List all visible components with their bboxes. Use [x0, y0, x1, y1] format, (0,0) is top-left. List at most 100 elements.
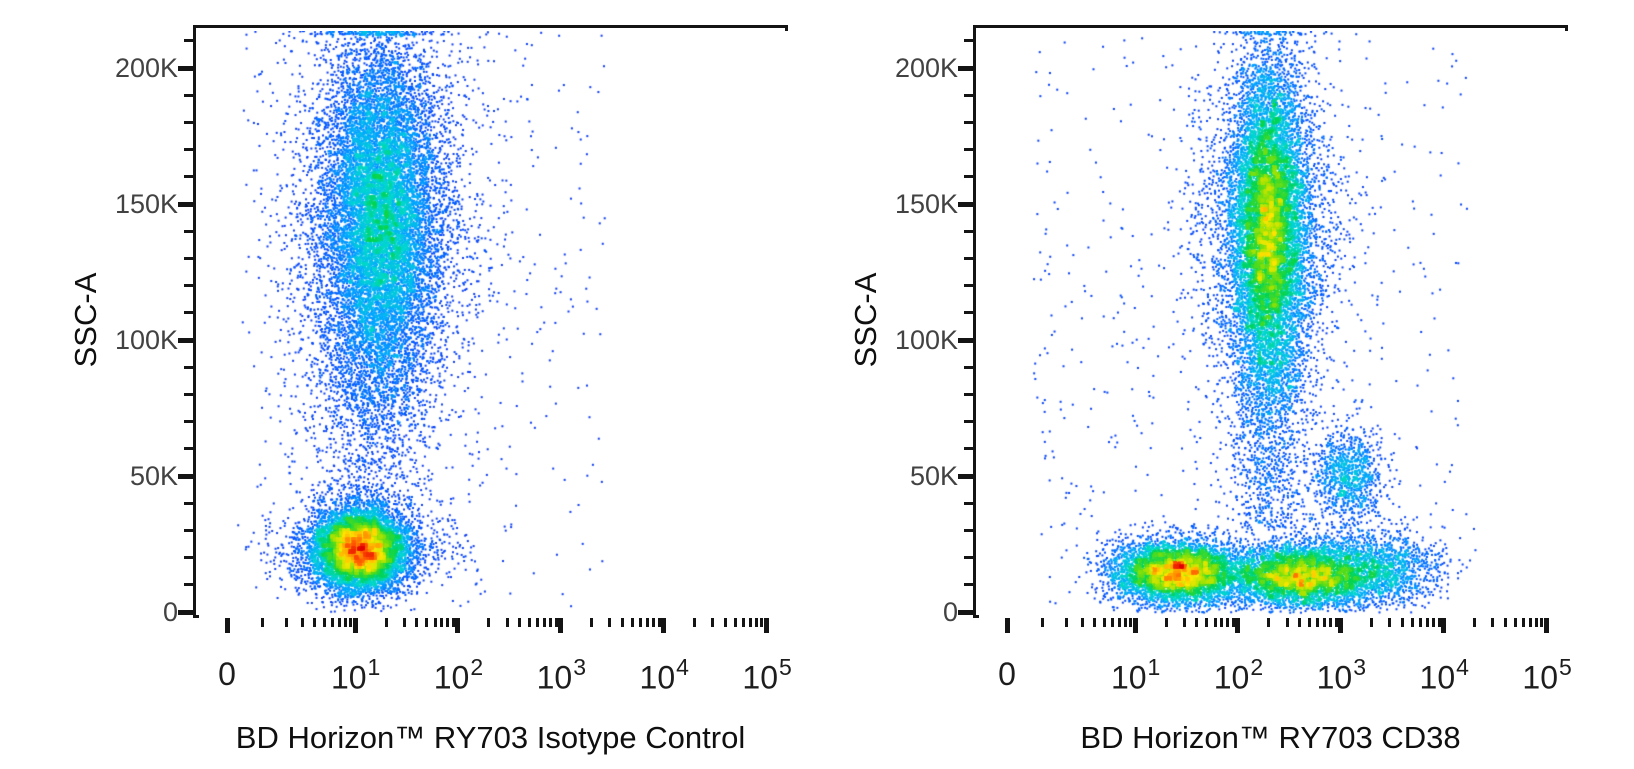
x-minor-tick	[1426, 618, 1430, 627]
x-major-tick	[1544, 618, 1550, 633]
y-minor-tick	[184, 311, 193, 315]
x-tick-base: 10	[433, 659, 470, 696]
x-minor-tick	[415, 618, 419, 627]
x-minor-tick	[1432, 618, 1436, 627]
x-tick-label: 101	[1075, 654, 1195, 697]
y-minor-tick	[184, 501, 193, 505]
y-minor-tick	[184, 447, 193, 451]
x-minor-tick	[1285, 618, 1289, 627]
x-minor-tick	[631, 618, 635, 627]
y-major-tick	[958, 337, 973, 343]
x-minor-tick	[440, 618, 444, 627]
x-major-tick	[1132, 618, 1138, 633]
y-minor-tick	[964, 392, 973, 396]
scatter-density-canvas	[199, 31, 788, 618]
y-minor-tick	[964, 256, 973, 260]
x-minor-tick	[451, 618, 455, 627]
y-minor-tick	[184, 420, 193, 424]
x-minor-tick	[1491, 618, 1495, 627]
x-minor-tick	[331, 618, 335, 627]
x-major-tick	[224, 618, 230, 633]
x-tick-base: 10	[1522, 659, 1558, 696]
x-major-tick	[1441, 618, 1447, 633]
x-tick-base: 10	[536, 659, 573, 696]
x-minor-tick	[487, 618, 491, 627]
x-minor-tick	[1213, 618, 1217, 627]
x-axis-title: BD Horizon™ RY703 CD38	[1080, 720, 1461, 755]
x-tick-base: 0	[998, 656, 1016, 692]
x-tick-label: 103	[501, 654, 621, 697]
x-minor-tick	[1522, 618, 1526, 627]
x-minor-tick	[1081, 618, 1085, 627]
y-minor-tick	[964, 583, 973, 587]
x-tick-label: 0	[167, 656, 287, 693]
x-minor-tick	[402, 618, 406, 627]
y-tick-label: 150K	[114, 189, 178, 219]
y-minor-tick	[184, 93, 193, 97]
x-minor-tick	[711, 618, 715, 627]
y-minor-tick	[964, 556, 973, 560]
x-minor-tick	[549, 618, 553, 627]
x-tick-exponent: 5	[1559, 654, 1572, 680]
x-minor-tick	[337, 618, 341, 627]
x-tick-base: 10	[1110, 659, 1147, 696]
x-minor-tick	[536, 618, 540, 627]
y-major-tick	[178, 65, 193, 71]
y-major-tick	[958, 473, 973, 479]
x-tick-exponent: 4	[676, 654, 689, 680]
x-minor-tick	[1040, 618, 1044, 627]
x-minor-tick	[284, 618, 288, 627]
x-tick-base: 0	[218, 656, 236, 692]
x-minor-tick	[1473, 618, 1477, 627]
y-tick-label: 100K	[894, 325, 958, 355]
y-minor-tick	[964, 229, 973, 233]
y-major-tick	[178, 201, 193, 207]
x-minor-tick	[1329, 618, 1333, 627]
y-tick-label: 50K	[909, 461, 958, 491]
x-tick-label: 105	[707, 654, 827, 697]
x-minor-tick	[1514, 618, 1518, 627]
y-minor-tick	[184, 120, 193, 124]
x-minor-tick	[1093, 618, 1097, 627]
x-minor-tick	[724, 618, 728, 627]
x-minor-tick	[1370, 618, 1374, 627]
y-minor-tick	[184, 392, 193, 396]
x-minor-tick	[1123, 618, 1127, 627]
x-major-tick	[455, 618, 461, 633]
x-tick-label: 102	[398, 654, 518, 697]
y-tick-label: 50K	[129, 461, 178, 491]
y-minor-tick	[964, 501, 973, 505]
x-minor-tick	[1308, 618, 1312, 627]
y-minor-tick	[964, 284, 973, 288]
x-minor-tick	[1267, 618, 1271, 627]
x-tick-base: 10	[330, 659, 367, 696]
x-tick-exponent: 2	[1250, 654, 1264, 680]
y-major-tick	[178, 337, 193, 343]
x-tick-exponent: 1	[367, 654, 381, 680]
y-major-tick	[958, 609, 973, 615]
x-minor-tick	[760, 618, 764, 627]
x-minor-tick	[1535, 618, 1539, 627]
x-tick-exponent: 5	[779, 654, 792, 680]
y-tick-label: 0	[162, 597, 178, 627]
x-minor-tick	[693, 618, 697, 627]
x-minor-tick	[1529, 618, 1533, 627]
x-major-tick	[1338, 618, 1344, 633]
y-minor-tick	[964, 420, 973, 424]
x-tick-label: 102	[1178, 654, 1298, 697]
x-minor-tick	[749, 618, 753, 627]
x-minor-tick	[608, 618, 612, 627]
x-minor-tick	[1540, 618, 1544, 627]
y-minor-tick	[964, 39, 973, 43]
x-minor-tick	[1195, 618, 1199, 627]
scatter-density-canvas	[979, 31, 1568, 618]
x-minor-tick	[1226, 618, 1230, 627]
x-major-tick	[558, 618, 564, 633]
y-minor-tick	[964, 148, 973, 152]
x-tick-label: 104	[1384, 654, 1504, 697]
x-minor-tick	[1220, 618, 1224, 627]
x-tick-exponent: 3	[1353, 654, 1366, 680]
x-minor-tick	[518, 618, 522, 627]
y-minor-tick	[964, 447, 973, 451]
x-minor-tick	[425, 618, 429, 627]
